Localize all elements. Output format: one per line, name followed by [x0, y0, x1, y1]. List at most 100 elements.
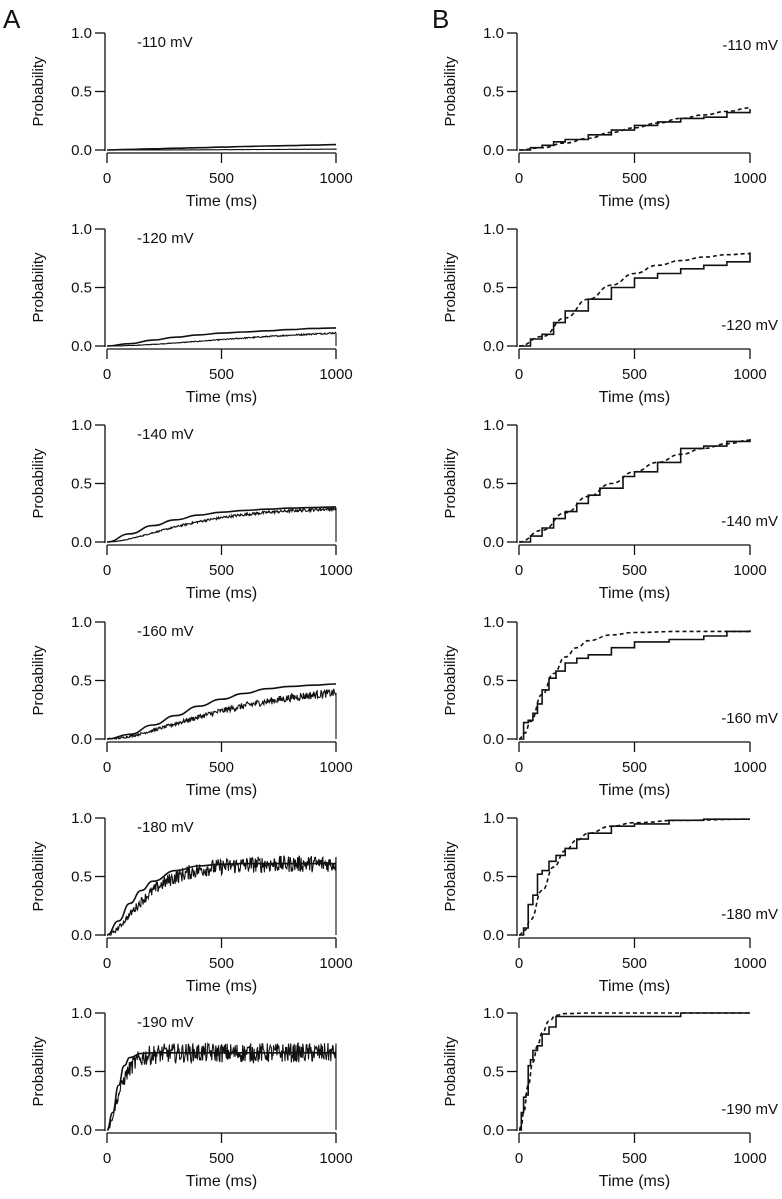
y-axis-label: Probability — [30, 56, 47, 127]
y-tick-label: 1.0 — [71, 417, 92, 434]
voltage-label: -160 mV — [137, 623, 194, 640]
x-tick-label: 0 — [515, 562, 523, 579]
voltage-label: -140 mV — [721, 513, 778, 530]
y-tick-label: 1.0 — [483, 1005, 504, 1022]
panel-b2: 0.0 0.5 1.0 0 500 1000 Time (ms) Probability -12… — [442, 221, 778, 406]
panel-b1: 0.0 0.5 1.0 0 500 1000 Time (ms) Probability -11… — [442, 25, 778, 210]
x-axis-label: Time (ms) — [186, 389, 257, 406]
x-tick-label: 500 — [209, 170, 234, 187]
y-axis-label: Probability — [442, 841, 459, 912]
x-tick-label: 0 — [515, 955, 523, 972]
x-tick-label: 0 — [515, 170, 523, 187]
y-tick-label: 1.0 — [71, 221, 92, 238]
y-tick-label: 0.5 — [71, 476, 92, 493]
cumulative-step-line — [519, 1012, 750, 1131]
x-tick-label: 0 — [515, 366, 523, 383]
voltage-label: -180 mV — [721, 906, 778, 923]
x-tick-label: 1000 — [319, 562, 352, 579]
fit-dashed-line — [518, 818, 751, 936]
y-tick-label: 1.0 — [483, 25, 504, 42]
x-tick-label: 500 — [209, 759, 234, 776]
x-tick-label: 1000 — [733, 1150, 766, 1167]
x-tick-label: 0 — [515, 759, 523, 776]
fit-line — [106, 143, 337, 151]
x-tick-label: 500 — [622, 955, 647, 972]
voltage-label: -110 mV — [137, 34, 193, 51]
panel-a1: 0.0 0.5 1.0 0 500 1000 Time (ms) Probability -11… — [30, 25, 353, 210]
x-tick-label: 500 — [209, 1150, 234, 1167]
y-axis-label: Probability — [442, 645, 459, 716]
x-tick-label: 0 — [515, 1150, 523, 1167]
y-tick-label: 0.5 — [71, 673, 92, 690]
panel-letter-a: A — [3, 4, 21, 34]
y-tick-label: 0.0 — [71, 338, 92, 355]
y-tick-label: 1.0 — [71, 1005, 92, 1022]
x-axis-label: Time (ms) — [186, 193, 257, 210]
fit-line — [106, 1051, 336, 1131]
y-tick-label: 0.5 — [71, 1064, 92, 1081]
x-axis-label: Time (ms) — [599, 782, 670, 799]
y-tick-label: 1.0 — [71, 614, 92, 631]
y-tick-label: 0.5 — [483, 84, 504, 101]
voltage-label: -120 mV — [137, 230, 194, 247]
y-tick-label: 0.0 — [71, 927, 92, 944]
fit-line — [106, 327, 337, 347]
y-tick-label: 1.0 — [483, 417, 504, 434]
x-axis-label: Time (ms) — [186, 1173, 257, 1190]
y-tick-label: 0.0 — [483, 534, 504, 551]
voltage-label: -190 mV — [137, 1014, 194, 1031]
x-tick-label: 500 — [622, 170, 647, 187]
y-axis-label: Probability — [30, 1036, 47, 1107]
fit-dashed-line — [518, 107, 751, 151]
y-tick-label: 0.0 — [71, 142, 92, 159]
voltage-label: -160 mV — [721, 710, 778, 727]
x-tick-label: 1000 — [733, 759, 766, 776]
x-tick-label: 1000 — [319, 1150, 352, 1167]
x-tick-label: 500 — [622, 759, 647, 776]
x-tick-label: 1000 — [733, 562, 766, 579]
y-tick-label: 0.0 — [71, 1122, 92, 1139]
voltage-label: -180 mV — [137, 819, 194, 836]
panel-a5: 0.0 0.5 1.0 0 500 1000 Time (ms) Probability -18… — [30, 810, 353, 995]
panel-a2: 0.0 0.5 1.0 0 500 1000 Time (ms) Probability -12… — [30, 221, 353, 406]
y-tick-label: 0.0 — [483, 338, 504, 355]
x-tick-label: 500 — [209, 562, 234, 579]
y-tick-label: 0.5 — [71, 869, 92, 886]
panel-b4: 0.0 0.5 1.0 0 500 1000 Time (ms) Probability -16… — [442, 614, 778, 799]
x-axis-label: Time (ms) — [186, 585, 257, 602]
y-tick-label: 1.0 — [71, 25, 92, 42]
data-trace — [107, 505, 337, 543]
data-trace — [107, 148, 337, 151]
y-axis-label: Probability — [30, 645, 47, 716]
y-tick-label: 0.5 — [71, 84, 92, 101]
cumulative-step-line — [519, 630, 751, 740]
fit-line — [106, 683, 337, 740]
x-tick-label: 0 — [103, 366, 111, 383]
fit-dashed-line — [518, 1012, 750, 1131]
x-tick-label: 1000 — [319, 759, 352, 776]
x-tick-label: 500 — [209, 366, 234, 383]
panel-a4: 0.0 0.5 1.0 0 500 1000 Time (ms) Probability -16… — [30, 614, 353, 799]
x-axis-label: Time (ms) — [186, 782, 257, 799]
cumulative-step-line — [519, 252, 751, 347]
panel-a3: 0.0 0.5 1.0 0 500 1000 Time (ms) Probability -14… — [30, 417, 353, 602]
data-trace — [107, 1041, 337, 1131]
voltage-label: -120 mV — [721, 317, 778, 334]
x-tick-label: 0 — [103, 562, 111, 579]
x-tick-label: 500 — [209, 955, 234, 972]
x-tick-label: 0 — [103, 1150, 111, 1167]
y-axis-label: Probability — [30, 841, 47, 912]
y-tick-label: 0.5 — [71, 280, 92, 297]
y-tick-label: 0.0 — [483, 142, 504, 159]
panel-b3: 0.0 0.5 1.0 0 500 1000 Time (ms) Probability -14… — [442, 417, 778, 602]
x-axis-label: Time (ms) — [599, 1173, 670, 1190]
panel-b5: 0.0 0.5 1.0 0 500 1000 Time (ms) Probability -18… — [442, 810, 778, 995]
x-tick-label: 500 — [622, 562, 647, 579]
y-tick-label: 1.0 — [483, 614, 504, 631]
y-axis-label: Probability — [30, 252, 47, 323]
y-tick-label: 1.0 — [71, 810, 92, 827]
y-tick-label: 0.0 — [71, 731, 92, 748]
x-tick-label: 500 — [622, 1150, 647, 1167]
y-tick-label: 0.0 — [483, 731, 504, 748]
panel-letter-b: B — [432, 4, 449, 34]
